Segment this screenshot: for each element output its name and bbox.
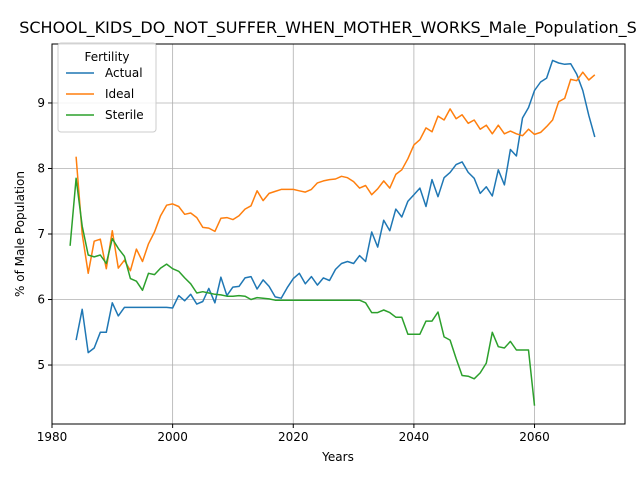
x-axis-label: Years xyxy=(321,450,354,464)
series-line-ideal xyxy=(75,71,596,275)
series-lines xyxy=(69,59,596,406)
series-line-actual xyxy=(75,59,596,354)
series-line-sterile xyxy=(69,177,536,406)
legend-box xyxy=(57,42,157,133)
x-tick-label: 2000 xyxy=(157,430,188,444)
y-tick-label: 5 xyxy=(37,358,45,372)
y-tick-label: 7 xyxy=(37,227,45,241)
y-axis-label: % of Male Population xyxy=(13,171,27,297)
legend-label-ideal: Ideal xyxy=(105,87,134,101)
x-axis-ticks: 1980 2000 2020 2040 2060 xyxy=(37,424,550,444)
legend-label-sterile: Sterile xyxy=(105,108,144,122)
x-tick-label: 1980 xyxy=(37,430,68,444)
y-tick-label: 9 xyxy=(37,96,45,110)
legend-items: Actual Ideal Sterile xyxy=(66,66,144,122)
x-tick-label: 2020 xyxy=(278,430,309,444)
legend-label-actual: Actual xyxy=(105,66,143,80)
y-tick-label: 8 xyxy=(37,161,45,175)
chart-title: SCHOOL_KIDS_DO_NOT_SUFFER_WHEN_MOTHER_WO… xyxy=(19,18,637,38)
x-tick-label: 2060 xyxy=(519,430,550,444)
legend-title: Fertility xyxy=(84,50,129,64)
legend: Fertility Actual Ideal Sterile xyxy=(57,42,157,133)
x-tick-label: 2040 xyxy=(399,430,430,444)
y-axis-ticks: 5 6 7 8 9 xyxy=(37,96,52,372)
y-tick-label: 6 xyxy=(37,293,45,307)
